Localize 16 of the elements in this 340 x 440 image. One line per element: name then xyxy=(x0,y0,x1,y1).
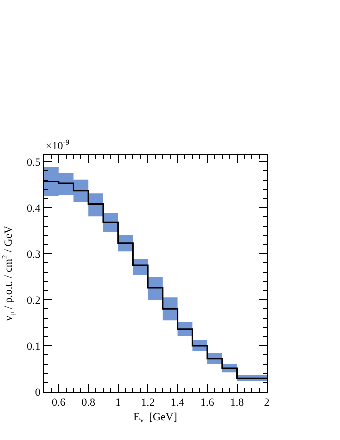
x-tick-label: 1.8 xyxy=(230,397,245,410)
y-tick-label: 0.3 xyxy=(27,248,42,261)
y-tick-label: 0.5 xyxy=(27,156,42,169)
x-tick-label: 1 xyxy=(116,397,122,410)
y-tick-label: 0.4 xyxy=(27,202,42,215)
y-tick-label: 0 xyxy=(35,386,42,399)
x-tick-label: 1.6 xyxy=(200,397,215,410)
x-tick-label: 2 xyxy=(264,397,270,410)
x-tick-label: 0.8 xyxy=(82,397,96,410)
y-tick-label: 0.1 xyxy=(27,340,41,353)
y-tick-label: 0.2 xyxy=(27,294,41,307)
text: ×10$^{-9}$ xyxy=(46,138,70,153)
x-axis-title: E$_{ν}$ [GeV] xyxy=(134,411,178,425)
x-tick-label: 1.2 xyxy=(141,397,155,410)
x-tick-label: 1.4 xyxy=(170,397,186,410)
x-tick-label: 0.6 xyxy=(52,397,66,410)
